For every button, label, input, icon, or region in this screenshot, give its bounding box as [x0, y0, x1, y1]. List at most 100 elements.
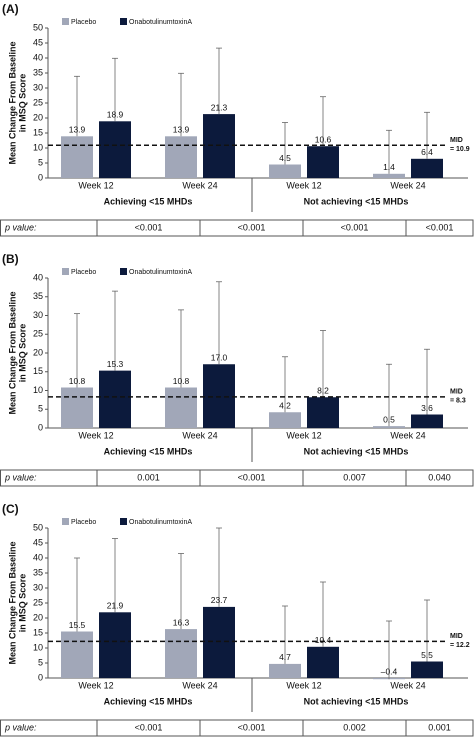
y-tick-label: 35: [33, 67, 43, 77]
y-tick-label: 35: [33, 291, 43, 301]
p-value: <0.001: [238, 222, 266, 232]
y-tick-label: 50: [33, 522, 43, 532]
p-value: <0.001: [135, 222, 163, 232]
legend-swatch: [120, 518, 127, 525]
panel: (C) Mean Change From Baseline in MSQ Score…: [0, 502, 474, 737]
bar: [411, 158, 443, 178]
p-value-table: [0, 469, 474, 487]
x-tick-label: Week 12: [286, 680, 321, 690]
value-label: 10.8: [69, 376, 86, 386]
legend-label: OnabotulinumtoxinA: [129, 519, 192, 526]
legend-label: OnabotulinumtoxinA: [129, 19, 192, 26]
y-tick-label: 5: [38, 157, 43, 167]
reference-label: MID: [450, 389, 463, 396]
bar: [411, 661, 443, 678]
bar: [307, 146, 339, 178]
y-tick-label: 5: [38, 404, 43, 414]
panel-label: (C): [2, 502, 19, 516]
value-label: 3.6: [421, 403, 433, 413]
legend-label: Placebo: [71, 519, 96, 526]
x-tick-label: Week 12: [286, 180, 321, 190]
y-tick-label: 15: [33, 127, 43, 137]
value-label: 6.4: [421, 147, 433, 157]
y-axis-label: Mean Change From Baseline: [7, 541, 17, 664]
y-tick-label: 10: [33, 642, 43, 652]
bar: [307, 646, 339, 678]
group-label: Achieving <15 MHDs: [104, 696, 193, 706]
value-label: 4.7: [279, 652, 291, 662]
x-tick-label: Week 12: [78, 680, 113, 690]
y-tick-label: 45: [33, 537, 43, 547]
x-tick-label: Week 12: [78, 430, 113, 440]
value-label: 18.9: [107, 110, 124, 120]
x-tick-label: Week 24: [182, 680, 217, 690]
y-tick-label: 0: [38, 422, 43, 432]
panel-label: (A): [2, 2, 19, 16]
bar: [165, 387, 197, 428]
bar: [61, 387, 93, 428]
x-tick-label: Week 24: [390, 180, 425, 190]
legend-swatch: [62, 268, 69, 275]
y-tick-label: 10: [33, 142, 43, 152]
reference-label: MID: [450, 633, 463, 640]
y-tick-label: 20: [33, 612, 43, 622]
y-tick-label: 5: [38, 657, 43, 667]
value-label: 15.5: [69, 620, 86, 630]
value-label: 21.9: [107, 601, 124, 611]
panel: (B) Mean Change From Baseline in MSQ Score…: [0, 252, 474, 487]
y-tick-label: 20: [33, 347, 43, 357]
y-tick-label: 10: [33, 385, 43, 395]
value-label: 0.5: [383, 414, 395, 424]
p-value: 0.007: [343, 472, 366, 482]
bar: [269, 412, 301, 428]
value-label: 5.5: [421, 650, 433, 660]
panel-label: (B): [2, 252, 19, 266]
y-axis-label: in MSQ Score: [17, 574, 27, 633]
y-tick-label: 15: [33, 627, 43, 637]
value-label: 17.0: [211, 353, 228, 363]
p-value: 0.040: [428, 472, 451, 482]
x-tick-label: Week 12: [286, 430, 321, 440]
value-label: 4.5: [279, 153, 291, 163]
value-label: 10.6: [315, 134, 332, 144]
p-value: 0.002: [343, 722, 366, 732]
y-tick-label: 15: [33, 366, 43, 376]
y-tick-label: 25: [33, 329, 43, 339]
x-tick-label: Week 12: [78, 180, 113, 190]
bar: [61, 631, 93, 678]
y-tick-label: 25: [33, 97, 43, 107]
y-axis-label: Mean Change From Baseline: [7, 291, 17, 414]
p-value: 0.001: [428, 722, 451, 732]
bar: [373, 173, 405, 178]
value-label: 10.8: [173, 376, 190, 386]
x-tick-label: Week 24: [390, 680, 425, 690]
y-tick-label: 40: [33, 552, 43, 562]
reference-value-label: = 10.9: [450, 146, 470, 153]
bar: [61, 136, 93, 178]
group-label: Achieving <15 MHDs: [104, 446, 193, 456]
value-label: 21.3: [211, 102, 228, 112]
legend-swatch: [62, 18, 69, 25]
y-tick-label: 35: [33, 567, 43, 577]
y-tick-label: 0: [38, 672, 43, 682]
value-label: 16.3: [173, 617, 190, 627]
value-label: 13.9: [69, 125, 86, 135]
reference-value-label: = 12.2: [450, 642, 470, 649]
bar: [269, 164, 301, 178]
reference-value-label: = 8.3: [450, 398, 466, 405]
y-tick-label: 20: [33, 112, 43, 122]
legend-swatch: [120, 268, 127, 275]
bar: [99, 370, 131, 428]
p-value-table: [0, 219, 474, 237]
value-label: 10.4: [315, 635, 332, 645]
bar: [411, 414, 443, 428]
p-value-table: [0, 719, 474, 737]
y-tick-label: 30: [33, 582, 43, 592]
y-tick-label: 0: [38, 172, 43, 182]
y-tick-label: 50: [33, 22, 43, 32]
p-value: <0.001: [341, 222, 369, 232]
bar: [99, 121, 131, 178]
value-label: 8.2: [317, 386, 329, 396]
bar: [269, 663, 301, 678]
